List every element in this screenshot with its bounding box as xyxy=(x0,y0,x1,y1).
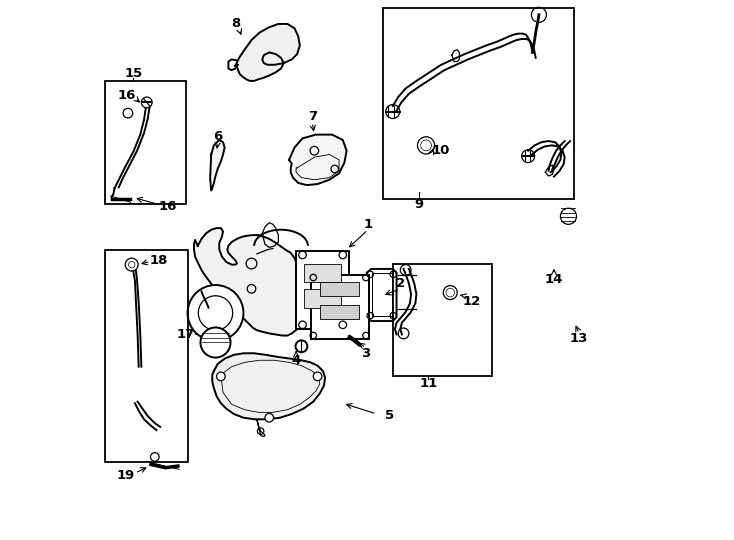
Circle shape xyxy=(313,372,322,381)
Circle shape xyxy=(299,321,306,328)
Text: 13: 13 xyxy=(570,332,589,345)
Text: 12: 12 xyxy=(462,295,481,308)
Text: 9: 9 xyxy=(415,198,424,211)
Polygon shape xyxy=(367,269,396,321)
Text: 15: 15 xyxy=(124,68,142,80)
Bar xyxy=(296,251,349,329)
Bar xyxy=(393,264,493,376)
Circle shape xyxy=(265,414,274,422)
Text: 7: 7 xyxy=(308,110,317,124)
Text: 16: 16 xyxy=(159,200,178,213)
Circle shape xyxy=(339,321,346,328)
Bar xyxy=(320,306,359,320)
Text: 3: 3 xyxy=(361,347,371,360)
Polygon shape xyxy=(194,228,304,335)
Text: 8: 8 xyxy=(230,17,240,30)
Bar xyxy=(105,81,186,205)
Circle shape xyxy=(339,251,346,259)
Text: 5: 5 xyxy=(385,409,394,422)
Text: 11: 11 xyxy=(419,377,437,390)
Bar xyxy=(320,282,359,296)
Text: 17: 17 xyxy=(176,328,195,341)
Text: 1: 1 xyxy=(363,218,373,231)
Circle shape xyxy=(299,251,306,259)
Bar xyxy=(372,273,392,316)
Circle shape xyxy=(188,285,244,341)
Circle shape xyxy=(142,97,152,108)
Polygon shape xyxy=(210,140,225,191)
Text: 16: 16 xyxy=(117,89,136,102)
Polygon shape xyxy=(212,353,325,420)
Text: 14: 14 xyxy=(545,273,563,286)
Text: 10: 10 xyxy=(432,144,451,157)
Bar xyxy=(383,8,574,199)
Polygon shape xyxy=(289,134,346,185)
Bar xyxy=(304,289,341,308)
Bar xyxy=(304,264,341,282)
Circle shape xyxy=(217,372,225,381)
Circle shape xyxy=(296,340,308,352)
Polygon shape xyxy=(236,24,300,81)
Bar xyxy=(310,275,368,339)
Text: 18: 18 xyxy=(150,254,168,267)
Text: 19: 19 xyxy=(116,469,134,482)
Bar xyxy=(105,249,188,462)
Text: 4: 4 xyxy=(291,354,301,367)
Circle shape xyxy=(200,327,230,357)
Text: 2: 2 xyxy=(396,277,405,290)
Text: 6: 6 xyxy=(213,130,222,143)
